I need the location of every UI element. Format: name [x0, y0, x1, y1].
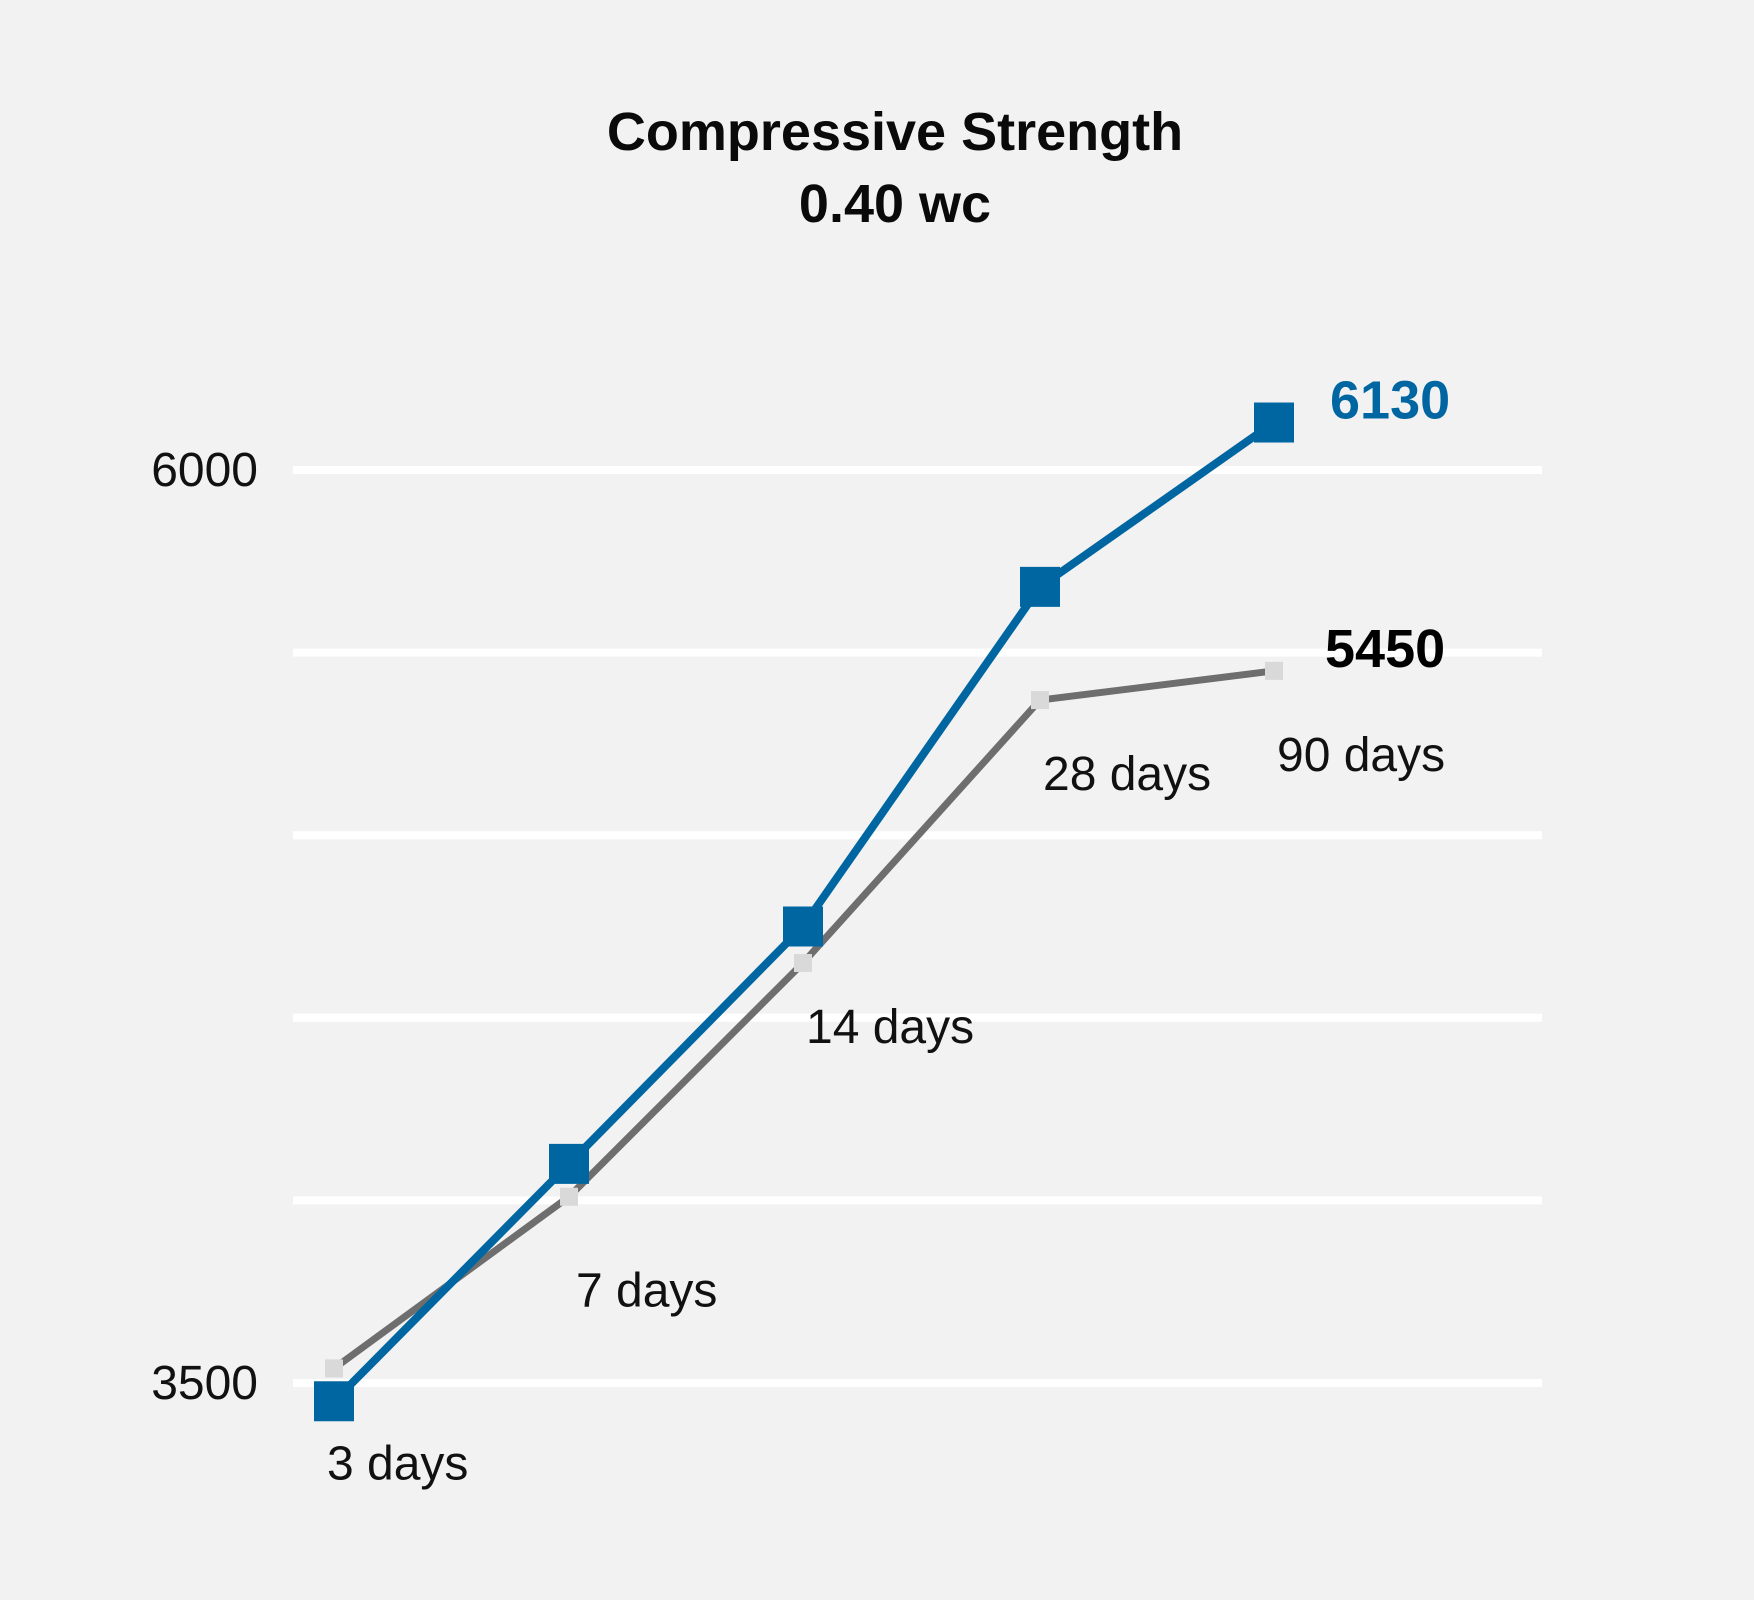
end-labels: 6130 5450 [1325, 371, 1450, 679]
end-label-0: 6130 [1330, 371, 1450, 431]
series-0-point-0 [314, 1381, 354, 1422]
x-label-3: 28 days [1043, 748, 1211, 801]
x-label-1: 7 days [576, 1265, 717, 1318]
series-0-point-3 [1020, 566, 1060, 607]
series-0-point-2 [783, 906, 823, 947]
series-1-point-3 [1031, 691, 1049, 710]
gridlines [293, 466, 1542, 1387]
x-axis-labels: 3 days 7 days 14 days 28 days 90 days [327, 729, 1445, 1490]
y-tick-label-6000: 6000 [151, 444, 258, 497]
x-label-4: 90 days [1277, 729, 1445, 782]
series-1-point-1 [560, 1187, 578, 1206]
series-1-point-0 [325, 1359, 343, 1378]
series-0-point-4 [1254, 402, 1294, 443]
series-1-point-4 [1265, 661, 1283, 680]
series-1-point-2 [794, 954, 812, 973]
x-label-0: 3 days [327, 1437, 468, 1490]
y-axis-tick-labels: 3500 6000 [151, 444, 258, 1410]
chart-subtitle: 0.40 wc [799, 174, 991, 234]
end-label-1: 5450 [1325, 619, 1445, 679]
series-layer [314, 402, 1294, 1422]
series-0-point-1 [549, 1143, 589, 1184]
y-tick-label-3500: 3500 [151, 1357, 258, 1410]
chart-title: Compressive Strength [607, 102, 1183, 162]
x-label-2: 14 days [806, 1001, 974, 1054]
